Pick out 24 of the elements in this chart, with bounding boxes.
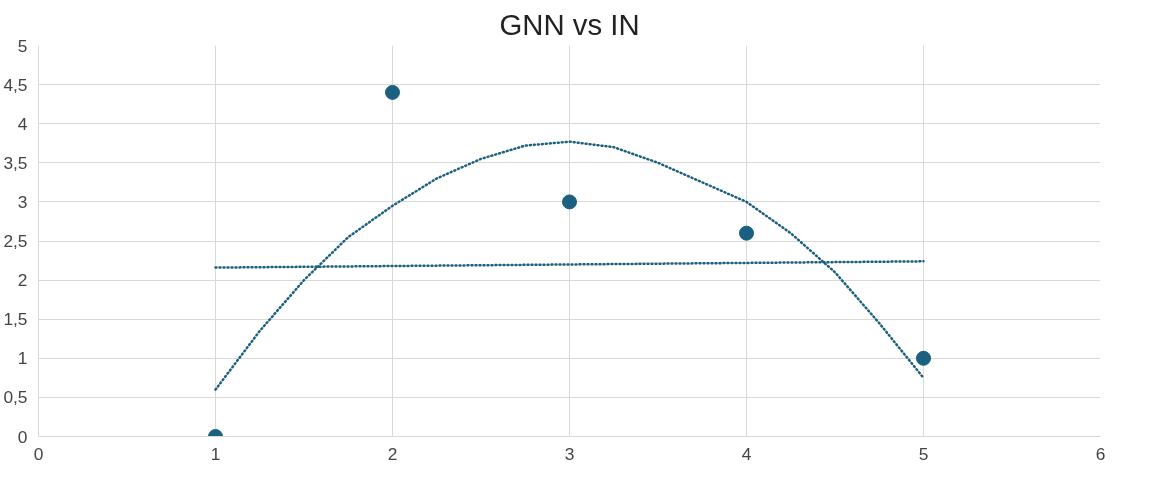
line-series (214, 140, 925, 391)
point (916, 350, 931, 366)
x-tick-label: 6 (1095, 443, 1106, 464)
y-tick-label: 4 (17, 113, 28, 134)
point (562, 194, 577, 210)
y-tick-label: 3 (17, 191, 28, 212)
point (739, 225, 754, 241)
chart-title: GNN vs IN (499, 7, 640, 41)
x-tick-label: 2 (387, 443, 398, 464)
y-tick-label: 4,5 (3, 74, 28, 95)
point (385, 84, 400, 100)
x-tick-label: 4 (741, 443, 752, 464)
y-tick-label: 2 (17, 270, 28, 291)
y-tick-label: 5 (17, 35, 28, 56)
y-tick-label: 0,5 (3, 387, 28, 408)
x-tick-label: 5 (918, 443, 929, 464)
x-tick-label: 1 (210, 443, 221, 464)
y-tick-label: 3,5 (3, 152, 28, 173)
y-tick-label: 2,5 (3, 231, 28, 251)
y-tick-label: 0 (17, 426, 28, 447)
y-tick-label: 1,5 (3, 309, 28, 330)
x-tick-label: 0 (33, 443, 44, 464)
y-tick-label: 1 (17, 348, 28, 369)
x-tick-label: 3 (564, 443, 575, 464)
